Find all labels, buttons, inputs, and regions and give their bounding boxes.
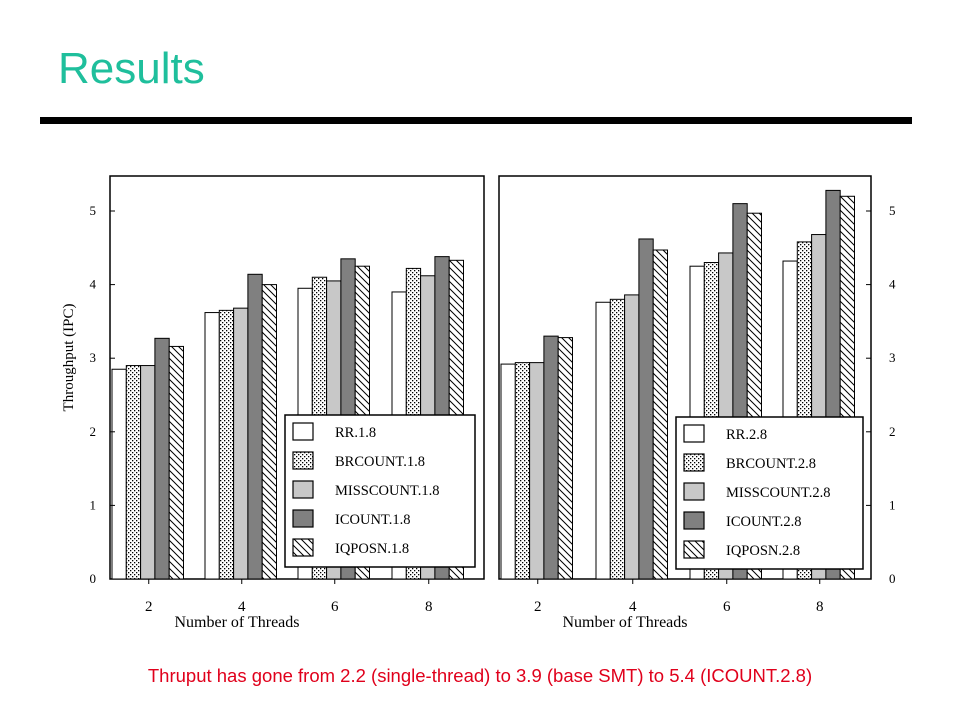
x-tick-label: 4 — [629, 599, 637, 615]
y-tick-label: 4 — [889, 277, 896, 292]
legend-label: IQPOSN.2.8 — [726, 543, 800, 559]
x-tick-label: 6 — [331, 599, 339, 615]
chart-panel-1: 0 1 2 3 4 5 2 4 6 8 Number of Threads Throughput (I… — [61, 175, 485, 631]
bar — [154, 337, 170, 580]
legend-label: IQPOSN.1.8 — [335, 541, 409, 557]
y-tick-label: 1 — [889, 497, 896, 512]
y-tick-label: 4 — [90, 277, 97, 292]
slide-title: Results — [58, 44, 205, 93]
bar — [233, 307, 249, 580]
bar — [609, 298, 626, 580]
plot-frame — [109, 175, 485, 580]
legend-swatch — [292, 538, 314, 557]
y-tick-label: 0 — [889, 571, 896, 586]
legend-label: ICOUNT.1.8 — [335, 512, 410, 528]
bar — [595, 301, 611, 580]
legend-label: BRCOUNT.1.8 — [335, 454, 425, 470]
y-tick-label: 3 — [889, 350, 896, 365]
bar — [168, 345, 184, 580]
bar — [247, 273, 263, 580]
y-axis-label: Throughput (IPC) — [61, 304, 77, 412]
bar — [638, 238, 654, 580]
legend-label: MISSCOUNT.2.8 — [726, 485, 830, 501]
y-tick-label: 5 — [889, 203, 896, 218]
legend-swatch — [683, 424, 705, 443]
y-tick-label: 0 — [90, 571, 97, 586]
y-tick-label: 1 — [90, 497, 97, 512]
slide-caption: Thruput has gone from 2.2 (single-thread… — [147, 665, 813, 686]
legend-label: RR.2.8 — [726, 427, 767, 443]
legend-swatch — [292, 509, 314, 528]
legend-swatch — [683, 482, 705, 501]
bar — [543, 335, 559, 580]
y-tick-label: 3 — [90, 350, 97, 365]
y-tick-label: 2 — [889, 424, 896, 439]
legend-box — [284, 414, 476, 568]
bar — [261, 284, 278, 580]
plot-frame — [498, 175, 872, 580]
bar — [140, 365, 156, 580]
legend-swatch — [292, 422, 314, 441]
x-axis-label: Number of Threads — [175, 614, 300, 631]
legend-swatch — [683, 453, 705, 472]
y-tick-label: 2 — [90, 424, 97, 439]
bar — [111, 368, 127, 580]
legend: RR.1.8 BRCOUNT.1.8 MISSCOUNT.1.8 ICOUNT.1.8… — [284, 414, 476, 568]
bar — [218, 309, 235, 580]
legend-label: BRCOUNT.2.8 — [726, 456, 816, 472]
bar — [514, 362, 531, 580]
x-axis-label: Number of Threads — [563, 614, 688, 631]
x-tick-label: 4 — [238, 599, 246, 615]
chart-panel-2: 0 1 2 3 4 5 2 4 6 8 Number of Threads RR.2.8 BRCOUNT… — [498, 175, 896, 631]
bar — [204, 312, 220, 580]
legend-label: MISSCOUNT.1.8 — [335, 483, 439, 499]
legend-swatch — [292, 451, 314, 470]
legend-swatch — [683, 511, 705, 530]
bar — [624, 294, 640, 580]
legend-box — [675, 416, 864, 570]
bar — [529, 362, 545, 580]
bar — [652, 249, 669, 580]
bar — [557, 337, 574, 580]
bar — [500, 363, 516, 580]
legend: RR.2.8 BRCOUNT.2.8 MISSCOUNT.2.8 ICOUNT.2.8… — [675, 416, 864, 570]
x-tick-label: 2 — [145, 599, 153, 615]
y-tick-label: 5 — [90, 203, 97, 218]
legend-label: ICOUNT.2.8 — [726, 514, 801, 530]
legend-swatch — [292, 480, 314, 499]
legend-label: RR.1.8 — [335, 425, 376, 441]
title-divider — [40, 117, 912, 124]
x-tick-label: 8 — [425, 599, 433, 615]
x-tick-label: 8 — [816, 599, 824, 615]
bar — [125, 365, 142, 580]
x-tick-label: 2 — [534, 599, 542, 615]
legend-swatch — [683, 540, 705, 559]
x-tick-label: 6 — [723, 599, 731, 615]
